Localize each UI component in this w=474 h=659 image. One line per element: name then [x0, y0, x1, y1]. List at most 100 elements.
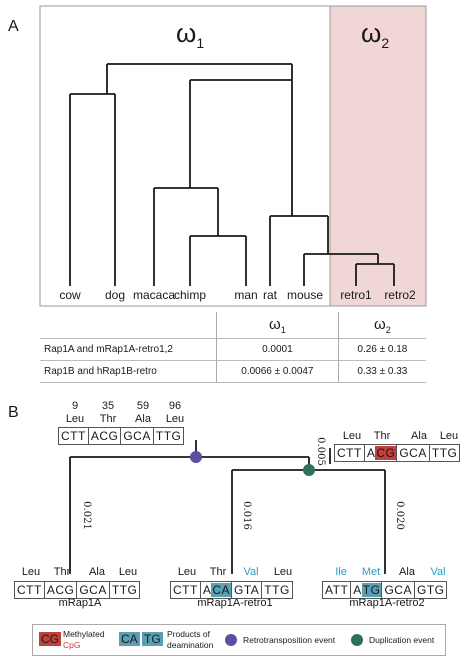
taxon-man: man: [234, 288, 258, 302]
branch-label-2: 0.005: [314, 437, 326, 466]
int-aa-4: Leu: [439, 430, 459, 442]
anc-pos-3: 59: [136, 400, 150, 412]
evolution-tree: [69, 440, 386, 574]
omega-table-header: ω1 ω2: [40, 312, 426, 339]
taxon-dog: dog: [104, 288, 126, 302]
phylogeny-tree: [39, 5, 427, 307]
row-label: Rap1A and mRap1A-retro1,2: [40, 338, 217, 361]
m-aa-2: Thr: [53, 566, 71, 578]
codon: TTG: [111, 583, 138, 597]
legend-cpg: CpG: [63, 640, 81, 650]
taxon-cow: cow: [59, 288, 81, 302]
deamination-site: TG: [361, 583, 382, 597]
codon: ACG: [45, 582, 78, 598]
branch-label-4: 0.020: [393, 501, 405, 530]
legend-retro-text: Retrotransposition event: [243, 635, 336, 645]
codon: GCA: [397, 445, 430, 461]
codon: ACG: [89, 428, 122, 444]
header-omega2: ω2: [337, 312, 426, 339]
retro1-sequence: CTT ACA GTA TTG: [170, 581, 293, 599]
row-w1: 0.0066 ± 0.0047: [216, 360, 339, 383]
codon: GTA: [232, 582, 263, 598]
r2-aa-2: Met: [361, 566, 381, 578]
codon: ATT: [323, 582, 352, 598]
retro2-name: mRap1A-retro2: [349, 597, 425, 609]
header-omega1: ω1: [216, 312, 339, 339]
mrap1a-sequence: CTT ACG GCA TTG: [14, 581, 141, 599]
legend-dup-dot: [351, 634, 363, 646]
r2-aa-4: Val: [430, 566, 446, 578]
omega1-heading: ω1: [176, 18, 205, 52]
r1-aa-1: Leu: [177, 566, 197, 578]
int-aa-3: Ala: [411, 430, 427, 442]
deamination-site: CA: [211, 583, 232, 597]
row-w2: 0.33 ± 0.33: [337, 360, 426, 383]
anc-aa-4: Leu: [165, 413, 185, 425]
int-aa-1: Leu: [342, 430, 362, 442]
legend-cg-swatch: CG: [39, 632, 61, 646]
taxon-rat: rat: [262, 288, 277, 302]
row-w1: 0.0001: [216, 338, 339, 361]
m-aa-1: Leu: [21, 566, 41, 578]
legend: CG Methylated CpG CA TG Products of deam…: [32, 624, 446, 656]
codon: GCA: [121, 428, 154, 444]
codon: TTG: [155, 429, 182, 443]
panel-b-letter: B: [8, 404, 19, 421]
codon: ACG: [366, 445, 398, 461]
codon: GTG: [416, 583, 445, 597]
legend-deamination: deamination: [167, 640, 214, 650]
codon: CTT: [15, 582, 45, 598]
int-aa-2: Thr: [373, 430, 391, 442]
table-row: Rap1B and hRap1B-retro 0.0066 ± 0.0047 0…: [40, 360, 426, 383]
table-row: Rap1A and mRap1A-retro1,2 0.0001 0.26 ± …: [40, 338, 426, 361]
panel-a-letter: A: [8, 18, 19, 35]
legend-retro-dot: [225, 634, 237, 646]
row-label: Rap1B and hRap1B-retro: [40, 360, 217, 383]
codon: CTT: [335, 445, 365, 461]
retro1-name: mRap1A-retro1: [197, 597, 273, 609]
m-aa-4: Leu: [118, 566, 138, 578]
header-empty: [40, 312, 217, 339]
codon: ACA: [202, 582, 233, 598]
legend-ca-swatch: CA: [119, 632, 140, 646]
legend-products: Products of: [167, 629, 210, 639]
anc-pos-4: 96: [168, 400, 182, 412]
ancestor-sequence: CTT ACG GCA TTG: [58, 427, 185, 445]
anc-pos-1: 9: [71, 400, 79, 412]
codon: CTT: [171, 582, 201, 598]
r2-aa-3: Ala: [399, 566, 415, 578]
legend-methylated: Methylated: [63, 629, 105, 639]
intermediate-sequence: CTT ACG GCA TTG: [334, 444, 461, 462]
omega-table: ω1 ω2 Rap1A and mRap1A-retro1,2 0.0001 0…: [40, 312, 426, 383]
r1-aa-2: Thr: [209, 566, 227, 578]
branch-label-3: 0.016: [240, 501, 252, 530]
anc-aa-2: Thr: [99, 413, 117, 425]
retrotransposition-dot: [190, 451, 202, 463]
taxon-retro2: retro2: [384, 288, 416, 302]
m-aa-3: Ala: [89, 566, 105, 578]
omega2-heading: ω2: [361, 18, 390, 52]
legend-tg-swatch: TG: [142, 632, 163, 646]
taxon-macaca: macaca: [132, 288, 176, 302]
codon: ATG: [353, 582, 383, 598]
mrap1a-name: mRap1A: [58, 597, 102, 609]
row-w2: 0.26 ± 0.18: [337, 338, 426, 361]
codon: GCA: [77, 582, 110, 598]
r2-aa-1: Ile: [335, 566, 347, 578]
r1-aa-4: Leu: [273, 566, 293, 578]
taxon-mouse: mouse: [286, 288, 324, 302]
anc-aa-1: Leu: [65, 413, 85, 425]
duplication-dot: [303, 464, 315, 476]
anc-pos-2: 35: [101, 400, 115, 412]
retro2-sequence: ATT ATG GCA GTG: [322, 581, 448, 599]
codon: TTG: [264, 583, 290, 597]
taxon-chimp: chimp: [173, 288, 206, 302]
branch-label-1: 0.021: [80, 501, 92, 530]
cpg-site: CG: [375, 446, 397, 460]
anc-aa-3: Ala: [135, 413, 151, 425]
codon: CTT: [59, 428, 89, 444]
taxon-retro1: retro1: [340, 288, 372, 302]
legend-dup-text: Duplication event: [369, 635, 435, 645]
codon: TTG: [431, 446, 458, 460]
codon: GCA: [382, 582, 415, 598]
